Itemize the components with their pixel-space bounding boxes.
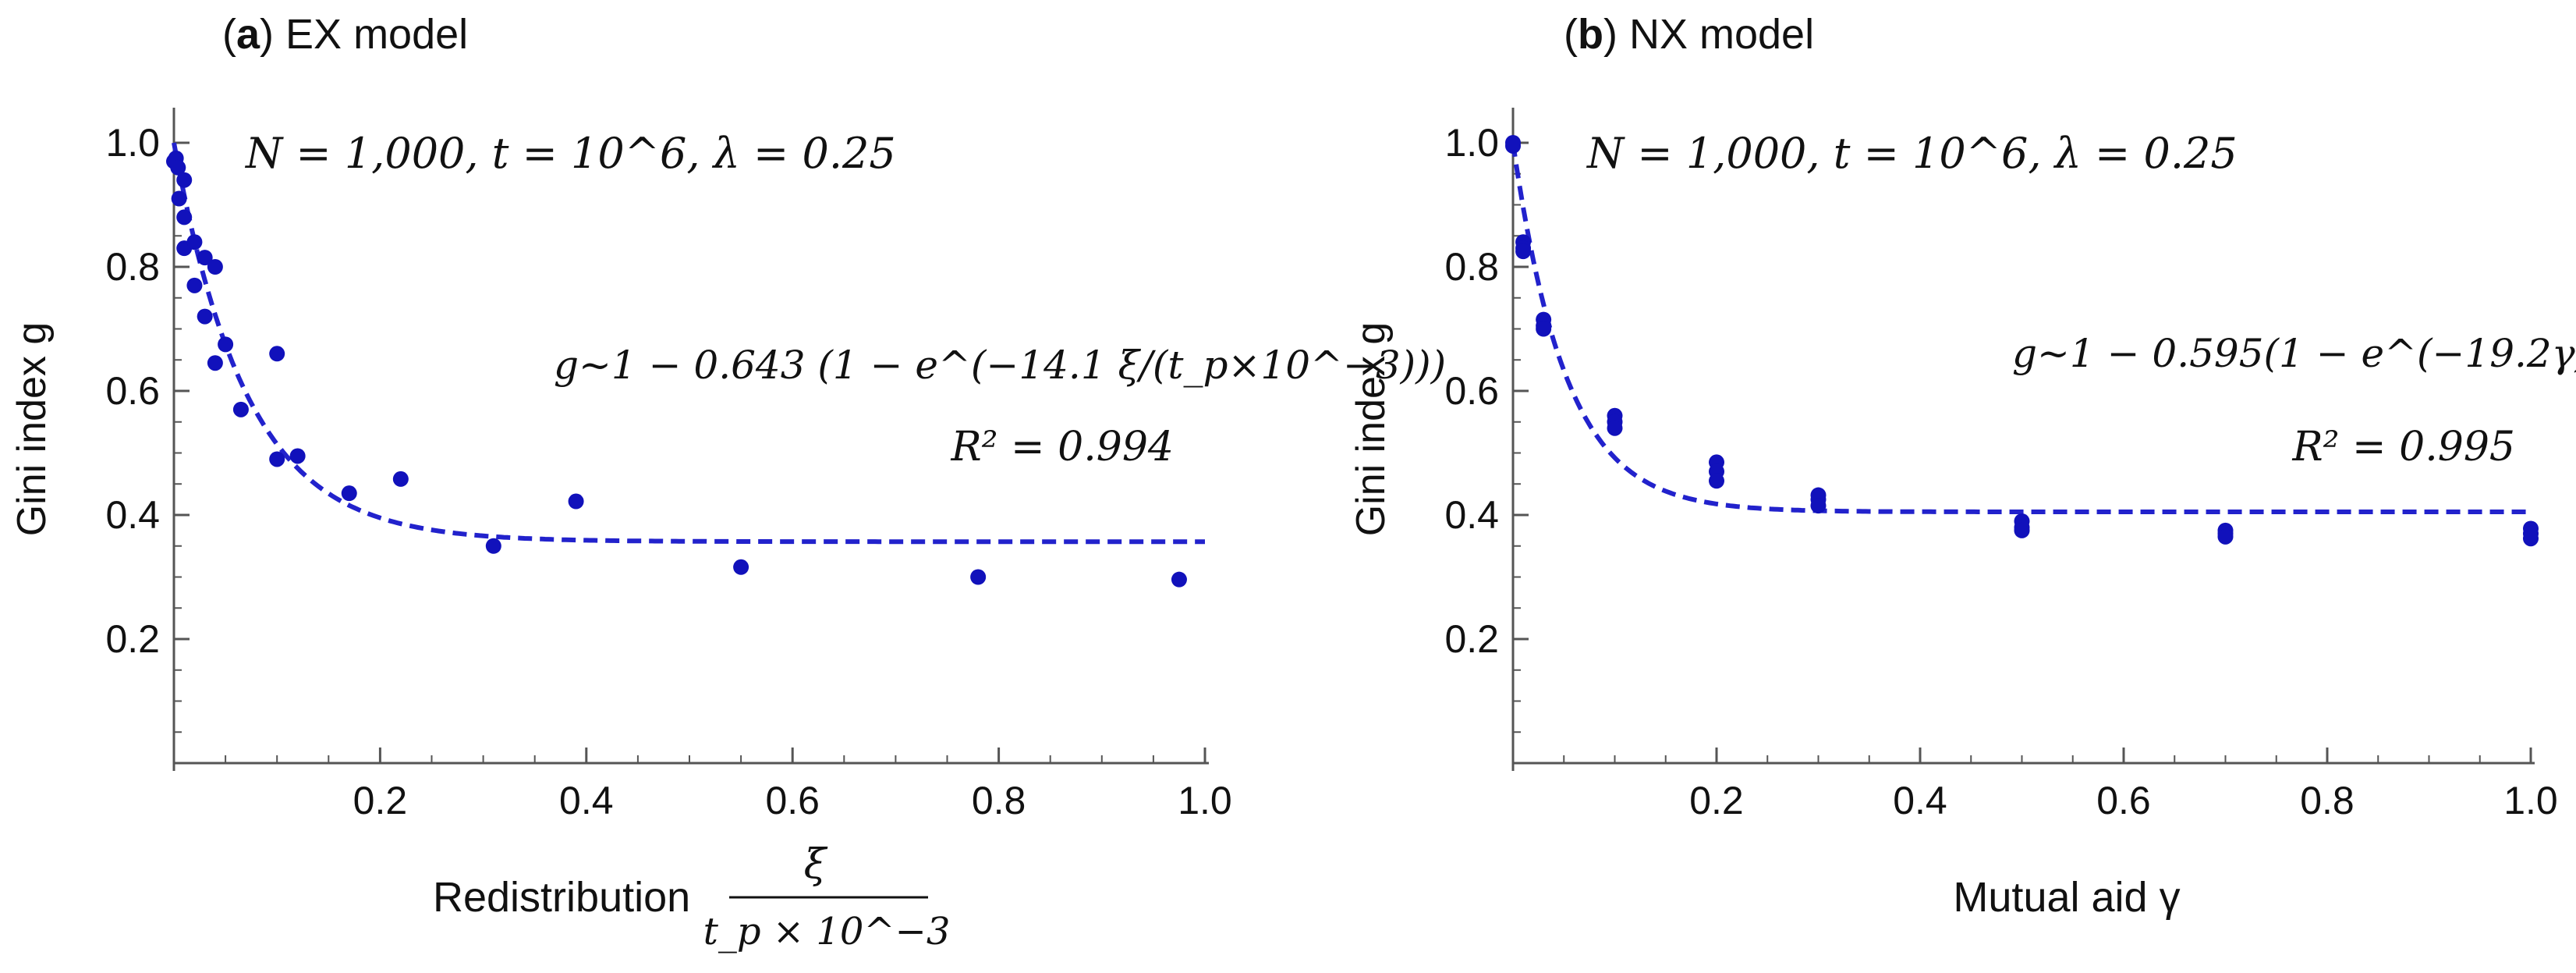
panel-b-fit-curve xyxy=(1511,142,2531,514)
data-point xyxy=(733,559,749,575)
y-tick-label: 0.6 xyxy=(105,369,160,413)
panel-a-label: a xyxy=(236,11,260,58)
panel-b-fit-equation: g~1 − 0.595(1 − e^(−19.2γ)) xyxy=(2012,331,2576,376)
panel-b-points xyxy=(1505,135,2539,547)
y-tick-label: 0.8 xyxy=(105,245,160,289)
y-tick-label: 1.0 xyxy=(105,121,160,165)
panel-a-xlabel-numerator: ξ xyxy=(804,841,828,888)
data-point xyxy=(341,485,357,502)
data-point xyxy=(289,448,306,464)
panel-a-title: (a) EX model xyxy=(222,11,468,58)
x-tick-label: 0.8 xyxy=(972,779,1026,822)
y-tick-label: 0.6 xyxy=(1444,369,1499,413)
panel-b-params: N = 1,000, t = 10^6, λ = 0.25 xyxy=(1586,129,2238,178)
panel-a-title-text: EX model xyxy=(285,11,468,58)
panel-a-xlabel-text: Redistribution xyxy=(433,874,690,921)
panel-b-title-text: NX model xyxy=(1629,11,1814,58)
data-point xyxy=(1536,321,1552,337)
panel-a-params: N = 1,000, t = 10^6, λ = 0.25 xyxy=(244,129,896,178)
data-point xyxy=(1515,243,1532,260)
data-point xyxy=(171,190,187,207)
panel-a-xlabel: Redistribution ξ t_p × 10^−3 xyxy=(433,841,950,953)
data-point xyxy=(2217,528,2234,545)
data-point xyxy=(197,308,213,325)
data-point xyxy=(197,250,213,266)
x-tick-label: 0.2 xyxy=(353,779,408,822)
data-point xyxy=(176,172,193,188)
data-point xyxy=(1607,420,1623,436)
x-tick-label: 0.6 xyxy=(765,779,820,822)
data-point xyxy=(207,355,223,371)
data-point xyxy=(269,451,285,467)
panel-a-r2: R² = 0.994 xyxy=(951,424,1175,471)
data-point xyxy=(2014,522,2030,538)
panel-b-axes: 0.2 0.4 0.6 0.8 1.0 0.2 0.4 0.6 0.8 1.0 xyxy=(1444,108,2558,822)
panel-a-axes: 0.2 0.4 0.6 0.8 1.0 0.2 0.4 0.6 0.8 1.0 xyxy=(105,108,1232,822)
data-point xyxy=(232,401,249,417)
data-point xyxy=(176,209,193,225)
data-point xyxy=(1171,571,1187,588)
data-point xyxy=(269,346,285,362)
panel-b-ylabel: Gini index g xyxy=(1348,322,1394,537)
data-point xyxy=(170,159,186,176)
panel-b-r2: R² = 0.995 xyxy=(2292,424,2516,471)
y-tick-label: 1.0 xyxy=(1444,121,1499,165)
x-tick-label: 1.0 xyxy=(1178,779,1232,822)
y-tick-label: 0.4 xyxy=(1444,493,1499,537)
y-tick-label: 0.2 xyxy=(105,617,160,661)
panel-a: (a) EX model Gini index g 0.2 0.4 0.6 0.8 1.… xyxy=(9,11,1446,953)
data-point xyxy=(1709,473,1724,489)
y-tick-label: 0.4 xyxy=(105,493,160,537)
panel-a-fit-curve xyxy=(172,142,1205,545)
data-point xyxy=(568,493,584,510)
panel-a-xlabel-denominator: t_p × 10^−3 xyxy=(703,910,951,953)
x-tick-label: 0.4 xyxy=(1893,779,1947,822)
x-tick-label: 0.6 xyxy=(2096,779,2151,822)
data-point xyxy=(186,277,203,293)
panel-b-label: b xyxy=(1578,11,1603,58)
panel-a-points xyxy=(166,150,1187,588)
y-tick-label: 0.8 xyxy=(1444,245,1499,289)
panel-a-ylabel: Gini index g xyxy=(9,322,55,537)
panel-b: (b) NX model Gini index g 0.2 0.4 0.6 0.8 1.… xyxy=(1348,11,2576,921)
x-tick-label: 1.0 xyxy=(2503,779,2558,822)
data-point xyxy=(485,538,501,554)
x-tick-label: 0.2 xyxy=(1689,779,1744,822)
x-tick-label: 0.8 xyxy=(2300,779,2355,822)
data-point xyxy=(207,259,223,275)
y-tick-label: 0.2 xyxy=(1444,617,1499,661)
data-point xyxy=(2523,531,2539,547)
data-point xyxy=(218,336,234,353)
data-point xyxy=(970,569,987,585)
panel-a-fit-equation: g~1 − 0.643 (1 − e^(−14.1 ξ/(t_p×10^−3))… xyxy=(554,343,1446,388)
data-point xyxy=(1505,137,1521,154)
data-point xyxy=(392,471,409,487)
x-tick-label: 0.4 xyxy=(559,779,614,822)
data-point xyxy=(1810,498,1827,514)
panel-b-xlabel: Mutual aid γ xyxy=(1953,874,2180,921)
panel-b-title: (b) NX model xyxy=(1564,11,1814,58)
data-point xyxy=(186,234,203,250)
